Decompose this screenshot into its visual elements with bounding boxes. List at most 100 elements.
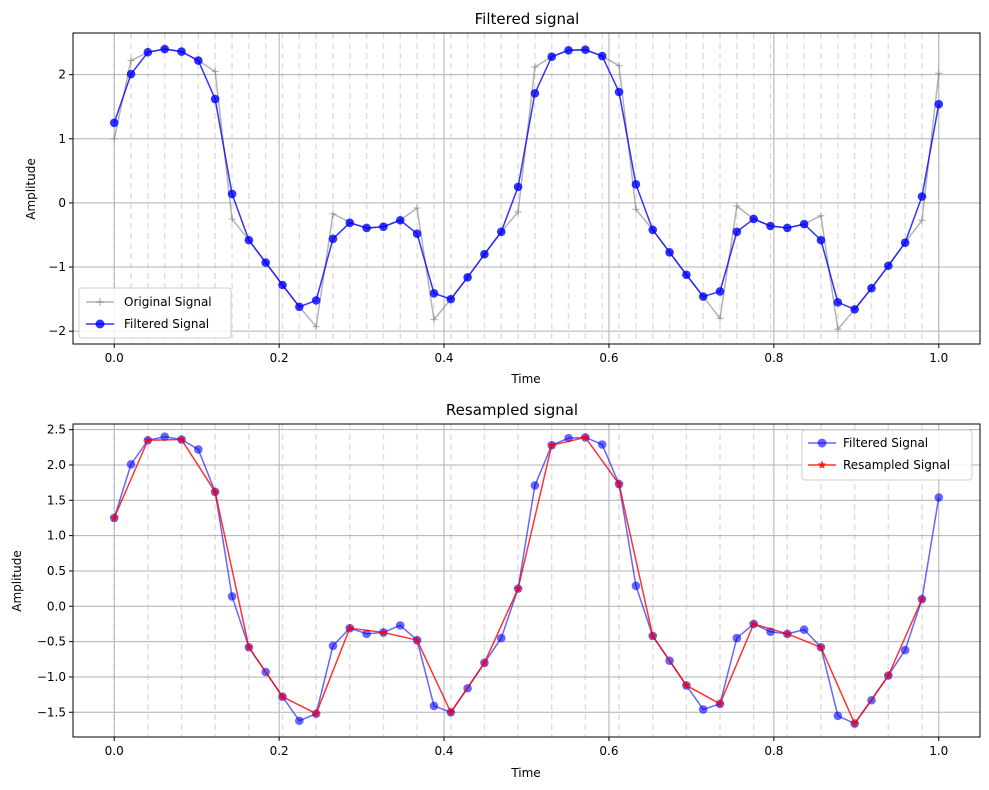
data-point xyxy=(834,325,842,333)
data-point xyxy=(463,273,472,282)
data-point xyxy=(884,671,893,680)
data-point xyxy=(698,705,708,714)
data-point xyxy=(732,227,742,237)
y-tick-label: 2.0 xyxy=(47,458,66,472)
y-tick-label: 1 xyxy=(58,132,66,146)
chart-1-y-axis-label: Amplitude xyxy=(24,158,38,220)
data-point xyxy=(177,47,186,56)
data-point xyxy=(564,46,573,55)
chart-2-y-ticks: −1.5 −1.0 −0.5 0.0 0.5 1.0 1.5 2.0 2.5 xyxy=(37,423,73,719)
data-point xyxy=(109,118,119,128)
data-point xyxy=(513,182,523,192)
data-point xyxy=(228,215,236,223)
data-point xyxy=(194,445,203,454)
data-point xyxy=(884,261,893,271)
data-point xyxy=(934,493,944,502)
data-point xyxy=(597,51,607,61)
data-point xyxy=(597,440,607,449)
data-point xyxy=(227,592,237,601)
data-point xyxy=(682,680,691,690)
chart-2-x-axis-label: Time xyxy=(510,766,540,780)
data-point xyxy=(412,229,422,239)
chart-1-legend-box xyxy=(78,287,232,339)
data-point xyxy=(480,249,489,259)
data-point xyxy=(295,302,304,312)
chart-1-title: Filtered signal xyxy=(475,10,580,28)
data-point xyxy=(126,459,136,469)
x-tick-label: 0.8 xyxy=(764,744,783,758)
chart-2-title: Resampled signal xyxy=(446,401,578,419)
data-point xyxy=(496,633,506,643)
data-point xyxy=(328,641,338,651)
data-point xyxy=(715,699,725,708)
data-point xyxy=(766,221,775,231)
data-point xyxy=(362,223,371,233)
chart-2-x-ticks: 0.0 0.2 0.4 0.6 0.8 1.0 xyxy=(105,737,948,758)
chart-1-x-ticks: 0.0 0.2 0.4 0.6 0.8 1.0 xyxy=(105,344,948,365)
x-tick-label: 0.0 xyxy=(105,744,124,758)
x-tick-label: 0.2 xyxy=(270,351,289,365)
data-point xyxy=(261,258,270,267)
data-point xyxy=(934,99,944,109)
data-point xyxy=(935,69,943,77)
data-point xyxy=(715,287,725,296)
data-point xyxy=(783,629,792,638)
data-point xyxy=(749,619,758,628)
y-tick-label: −0.5 xyxy=(37,635,66,649)
x-tick-label: 0.6 xyxy=(599,744,618,758)
x-tick-label: 0.8 xyxy=(764,351,783,365)
data-point xyxy=(682,270,691,280)
data-point xyxy=(530,88,540,98)
data-point xyxy=(329,210,337,218)
data-point xyxy=(817,212,825,220)
data-point xyxy=(732,633,742,643)
data-point xyxy=(295,716,304,726)
data-point xyxy=(900,645,910,655)
data-point xyxy=(850,305,859,314)
data-point xyxy=(632,205,640,213)
y-tick-label: 1.5 xyxy=(47,493,66,507)
data-point xyxy=(126,69,136,79)
chart-1-legend-filtered-label: Filtered Signal xyxy=(124,317,209,331)
data-point xyxy=(614,87,624,97)
x-tick-label: 0.0 xyxy=(105,351,124,365)
y-tick-label: −1 xyxy=(48,260,66,274)
data-point xyxy=(833,711,843,721)
data-point xyxy=(547,440,557,449)
data-point xyxy=(127,57,135,65)
data-point xyxy=(917,594,927,603)
data-point xyxy=(278,692,287,701)
chart-filtered-signal: Filtered signal 0.0 0.2 0.4 0.6 0.8 1.0 −2 −1 0… xyxy=(24,10,981,386)
data-point xyxy=(311,709,321,718)
y-tick-label: 0 xyxy=(58,196,66,210)
data-point xyxy=(631,180,641,189)
data-point xyxy=(816,642,826,651)
data-point xyxy=(581,45,590,54)
chart-1-y-ticks: −2 −1 0 1 2 xyxy=(48,68,73,338)
chart-2-y-axis-label: Amplitude xyxy=(10,550,24,612)
data-point xyxy=(211,67,219,75)
data-point xyxy=(311,296,321,305)
data-point xyxy=(918,216,926,224)
data-point xyxy=(816,235,826,245)
data-point xyxy=(362,629,371,639)
data-point xyxy=(143,47,153,57)
data-point xyxy=(496,227,506,237)
data-point xyxy=(446,294,456,304)
data-point xyxy=(698,292,708,301)
data-point xyxy=(513,584,523,593)
data-point xyxy=(665,248,674,257)
data-point xyxy=(581,432,590,442)
chart-1-series xyxy=(109,44,944,333)
data-point xyxy=(850,719,859,728)
y-tick-label: −1.0 xyxy=(37,670,66,684)
y-tick-label: 0.0 xyxy=(47,599,66,613)
data-point xyxy=(160,432,169,442)
chart-2-legend: Filtered Signal Resampled Signal xyxy=(801,429,973,481)
data-point xyxy=(531,63,539,71)
data-point xyxy=(244,642,254,651)
y-tick-label: −1.5 xyxy=(37,705,66,719)
chart-1-frame xyxy=(72,32,981,345)
data-point xyxy=(210,94,220,104)
data-point xyxy=(110,135,118,143)
